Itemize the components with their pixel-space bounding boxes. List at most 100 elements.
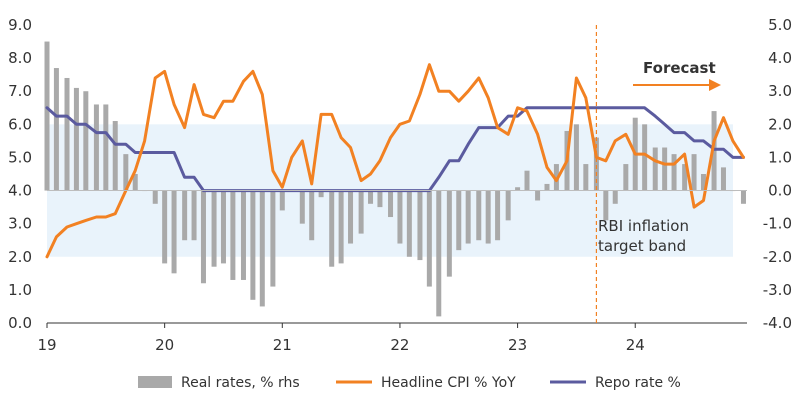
real-rate-bar xyxy=(103,104,109,191)
x-tick-label: 22 xyxy=(390,336,409,354)
right-tick-label: -4.0 xyxy=(763,314,792,332)
real-rate-bar xyxy=(593,137,599,191)
real-rate-bar xyxy=(44,41,50,191)
right-tick-label: 4.0 xyxy=(768,49,792,67)
real-rate-bar xyxy=(406,190,412,257)
right-tick-label: -1.0 xyxy=(763,215,792,233)
right-tick-label: 3.0 xyxy=(768,82,792,100)
band-label-line: target band xyxy=(598,237,686,255)
real-rate-bar xyxy=(662,147,668,191)
real-rate-bar xyxy=(83,91,89,191)
real-rate-bar xyxy=(171,190,177,274)
left-tick-label: 8.0 xyxy=(8,49,32,67)
real-rate-bar xyxy=(318,190,324,198)
real-rate-bar xyxy=(338,190,344,264)
right-tick-label: 5.0 xyxy=(768,16,792,34)
real-rate-bar xyxy=(485,190,491,244)
real-rate-bar xyxy=(417,190,423,261)
real-rate-bar xyxy=(329,190,335,267)
real-rate-bar xyxy=(465,190,471,244)
real-rate-bar xyxy=(740,190,746,204)
real-rate-bar xyxy=(612,190,618,204)
real-rate-bar xyxy=(671,154,677,191)
real-rate-bar xyxy=(112,121,118,191)
left-tick-label: 3.0 xyxy=(8,215,32,233)
real-rate-bar xyxy=(211,190,217,267)
left-tick-label: 1.0 xyxy=(8,281,32,299)
real-rate-bar xyxy=(73,87,79,191)
real-rate-bar xyxy=(682,164,688,191)
real-rate-bar xyxy=(495,190,501,241)
real-rate-bar xyxy=(279,190,285,211)
real-rate-bar xyxy=(603,190,609,221)
real-rate-bar xyxy=(553,164,559,191)
real-rate-bar xyxy=(368,190,374,204)
left-tick-label: 7.0 xyxy=(8,82,32,100)
real-rates-bars xyxy=(44,41,746,317)
x-tick-label: 24 xyxy=(626,336,645,354)
real-rate-bar xyxy=(152,190,158,204)
left-tick-label: 2.0 xyxy=(8,248,32,266)
real-rate-bar xyxy=(446,190,452,277)
forecast-arrow-head xyxy=(709,79,721,91)
headline-cpi-line xyxy=(45,63,745,259)
right-tick-label: 0.0 xyxy=(768,182,792,200)
real-rate-bar xyxy=(535,190,541,201)
forecast-label: Forecast xyxy=(643,59,716,77)
real-rate-bar xyxy=(250,190,256,300)
real-rate-bar xyxy=(426,190,432,287)
x-tick-label: 19 xyxy=(37,336,56,354)
right-tick-label: -2.0 xyxy=(763,248,792,266)
real-rate-bar xyxy=(700,174,706,191)
real-rate-bar xyxy=(348,190,354,244)
legend-cpi-label: Headline CPI % YoY xyxy=(381,375,516,391)
real-rate-bar xyxy=(53,68,59,191)
real-rate-bar xyxy=(123,154,129,191)
real-rate-bar xyxy=(524,170,530,191)
real-rate-bar xyxy=(544,183,550,191)
real-rate-bar xyxy=(388,190,394,218)
left-tick-label: 5.0 xyxy=(8,148,32,166)
real-rate-bar xyxy=(240,190,246,280)
real-rate-bar xyxy=(191,190,197,241)
real-rate-bar xyxy=(397,190,403,244)
real-rate-bar xyxy=(652,147,658,191)
real-rate-bar xyxy=(182,190,188,241)
right-tick-label: 2.0 xyxy=(768,115,792,133)
left-tick-label: 4.0 xyxy=(8,182,32,200)
real-rate-bar xyxy=(720,167,726,191)
real-rate-bar xyxy=(64,77,70,191)
legend-bars-swatch xyxy=(138,376,172,388)
right-tick-label: 1.0 xyxy=(768,148,792,166)
real-rate-bar xyxy=(623,164,629,191)
legend-bars-label: Real rates, % rhs xyxy=(181,375,300,391)
real-rate-bar xyxy=(456,190,462,251)
real-rate-bar xyxy=(200,190,206,284)
left-tick-label: 0.0 xyxy=(8,314,32,332)
real-rate-bar xyxy=(220,190,226,264)
real-rate-bar xyxy=(377,190,383,208)
real-rate-bar xyxy=(711,111,717,191)
real-rate-bar xyxy=(642,124,648,191)
real-rate-bar xyxy=(583,164,589,191)
real-rate-bar xyxy=(505,190,511,221)
real-rate-bar xyxy=(436,190,442,317)
real-rate-bar xyxy=(230,190,236,280)
real-rate-bar xyxy=(132,174,138,191)
real-rate-bar xyxy=(515,187,521,191)
legend: Real rates, % rhs Headline CPI % YoY Repo … xyxy=(138,375,681,391)
real-rate-bar xyxy=(358,190,364,234)
real-rate-bar xyxy=(476,190,482,241)
left-tick-label: 6.0 xyxy=(8,115,32,133)
legend-repo-label: Repo rate % xyxy=(595,375,681,391)
real-rate-bar xyxy=(299,190,305,224)
real-rate-bar xyxy=(162,190,168,264)
x-tick-label: 23 xyxy=(508,336,527,354)
right-tick-label: -3.0 xyxy=(763,281,792,299)
real-rate-bar xyxy=(573,124,579,191)
real-rate-bar xyxy=(93,104,99,191)
left-tick-label: 9.0 xyxy=(8,16,32,34)
real-rate-bar xyxy=(691,154,697,191)
real-rate-bar xyxy=(309,190,315,241)
x-tick-label: 20 xyxy=(155,336,174,354)
